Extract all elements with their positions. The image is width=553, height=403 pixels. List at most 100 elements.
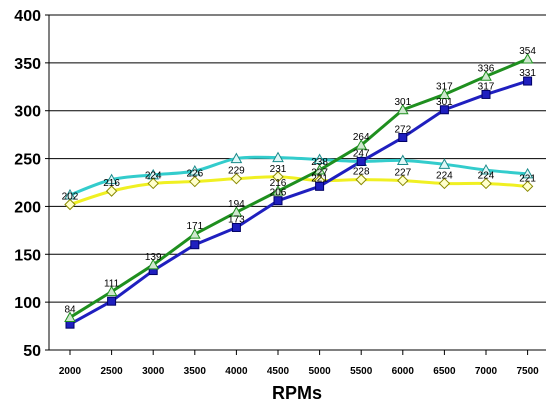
green-marker bbox=[147, 258, 160, 270]
blue-marker bbox=[107, 296, 117, 306]
blue-marker bbox=[273, 196, 283, 206]
yellow-data-label: 202 bbox=[62, 192, 79, 203]
yellow-data-label: 226 bbox=[186, 169, 203, 180]
yellow-marker bbox=[147, 177, 159, 190]
x-tick-label: 5000 bbox=[308, 366, 331, 377]
blue-data-label: 301 bbox=[436, 97, 453, 108]
x-tick-label: 7500 bbox=[516, 366, 539, 377]
x-tick-label: 6500 bbox=[433, 366, 456, 377]
green-data-label: 139 bbox=[145, 252, 162, 263]
yellow-data-label: 224 bbox=[436, 170, 453, 181]
yellow-marker bbox=[230, 172, 243, 185]
cyan-marker bbox=[480, 164, 492, 175]
blue-data-label: 247 bbox=[353, 148, 370, 159]
yellow-marker bbox=[64, 198, 76, 211]
cyan-marker bbox=[272, 151, 284, 163]
blue-marker bbox=[315, 181, 325, 191]
blue-marker bbox=[439, 105, 449, 115]
x-tick-label: 4000 bbox=[225, 366, 248, 377]
axes: 50 100 150 200 250 300 350 400 2000 2500 3000 3500 4… bbox=[14, 8, 546, 377]
blue-marker bbox=[356, 156, 366, 166]
y-tick-label: 150 bbox=[14, 247, 41, 264]
yellow-marker bbox=[397, 174, 409, 187]
x-tick-label: 6000 bbox=[392, 366, 415, 377]
green-data-label: 194 bbox=[228, 199, 245, 210]
green-marker bbox=[64, 311, 76, 322]
yellow-marker bbox=[438, 177, 451, 190]
yellow-data-label: 227 bbox=[311, 168, 328, 179]
y-tick-label: 250 bbox=[14, 152, 41, 169]
y-tick-label: 50 bbox=[23, 343, 41, 360]
green-marker bbox=[105, 285, 118, 297]
blue-series-line bbox=[69, 79, 529, 326]
y-tick-label: 350 bbox=[14, 56, 41, 73]
yellow-marker bbox=[480, 177, 492, 190]
blue-marker bbox=[481, 89, 491, 99]
green-marker bbox=[521, 52, 534, 64]
yellow-marker bbox=[105, 185, 118, 197]
yellow-marker bbox=[521, 180, 534, 193]
green-marker bbox=[313, 164, 326, 175]
yellow-data-label: 228 bbox=[353, 167, 370, 178]
green-data-label: 84 bbox=[64, 304, 76, 315]
green-data-label: 216 bbox=[270, 178, 287, 189]
green-marker bbox=[272, 185, 284, 196]
yellow-data-label: 231 bbox=[270, 164, 287, 175]
cyan-marker bbox=[230, 152, 243, 164]
blue-marker bbox=[231, 222, 241, 232]
data-labels-group: 202 216 224 226 229 231 227 228 227 224 224 221 173 2… bbox=[62, 46, 537, 315]
yellow-marker bbox=[189, 175, 201, 188]
blue-marker bbox=[398, 133, 408, 143]
blue-data-label: 206 bbox=[270, 188, 287, 199]
yellow-data-label: 221 bbox=[519, 173, 536, 184]
green-data-label: 317 bbox=[436, 81, 453, 92]
blue-data-label: 272 bbox=[394, 125, 411, 136]
blue-data-label: 173 bbox=[228, 214, 245, 225]
yellow-marker bbox=[272, 171, 284, 183]
x-tick-label: 7000 bbox=[475, 366, 498, 377]
green-marker bbox=[188, 228, 201, 239]
green-marker bbox=[480, 70, 492, 81]
cyan-marker bbox=[188, 164, 201, 176]
green-data-label: 171 bbox=[186, 221, 203, 232]
x-tick-label: 5500 bbox=[350, 366, 373, 377]
green-marker bbox=[438, 88, 451, 99]
yellow-data-label: 216 bbox=[103, 178, 120, 189]
yellow-data-label: 224 bbox=[478, 170, 495, 181]
green-data-label: 111 bbox=[104, 279, 120, 290]
x-tick-label: 2000 bbox=[59, 366, 82, 377]
markers-group bbox=[64, 52, 534, 329]
x-axis-label: RPMs bbox=[272, 383, 322, 403]
yellow-marker bbox=[355, 173, 367, 186]
cyan-marker bbox=[105, 173, 118, 185]
yellow-data-label: 227 bbox=[394, 168, 411, 179]
x-tick-label: 3500 bbox=[184, 366, 207, 377]
y-tick-label: 200 bbox=[14, 199, 41, 216]
y-tick-label: 400 bbox=[14, 8, 41, 25]
green-marker bbox=[396, 103, 409, 115]
green-data-label: 336 bbox=[478, 63, 495, 74]
yellow-data-label: 224 bbox=[145, 170, 162, 181]
y-tick-label: 300 bbox=[14, 104, 41, 121]
cyan-marker bbox=[313, 153, 326, 165]
green-data-label: 264 bbox=[353, 132, 370, 143]
cyan-series-line bbox=[69, 155, 528, 197]
series-group bbox=[69, 57, 529, 326]
grid-lines bbox=[49, 14, 546, 303]
green-marker bbox=[230, 206, 243, 217]
yellow-data-label: 229 bbox=[228, 166, 245, 177]
cyan-marker bbox=[396, 154, 409, 165]
cyan-marker bbox=[521, 167, 534, 179]
blue-data-label: 221 bbox=[311, 173, 328, 184]
green-data-label: 301 bbox=[394, 97, 411, 108]
green-marker bbox=[355, 139, 368, 150]
x-tick-label: 4500 bbox=[267, 366, 290, 377]
green-data-label: 354 bbox=[519, 46, 536, 57]
green-data-label: 238 bbox=[311, 157, 328, 168]
x-tick-label: 3000 bbox=[142, 366, 165, 377]
green-series-line bbox=[69, 57, 529, 319]
x-tick-label: 2500 bbox=[100, 366, 123, 377]
blue-marker bbox=[190, 240, 200, 250]
cyan-marker bbox=[438, 158, 451, 169]
